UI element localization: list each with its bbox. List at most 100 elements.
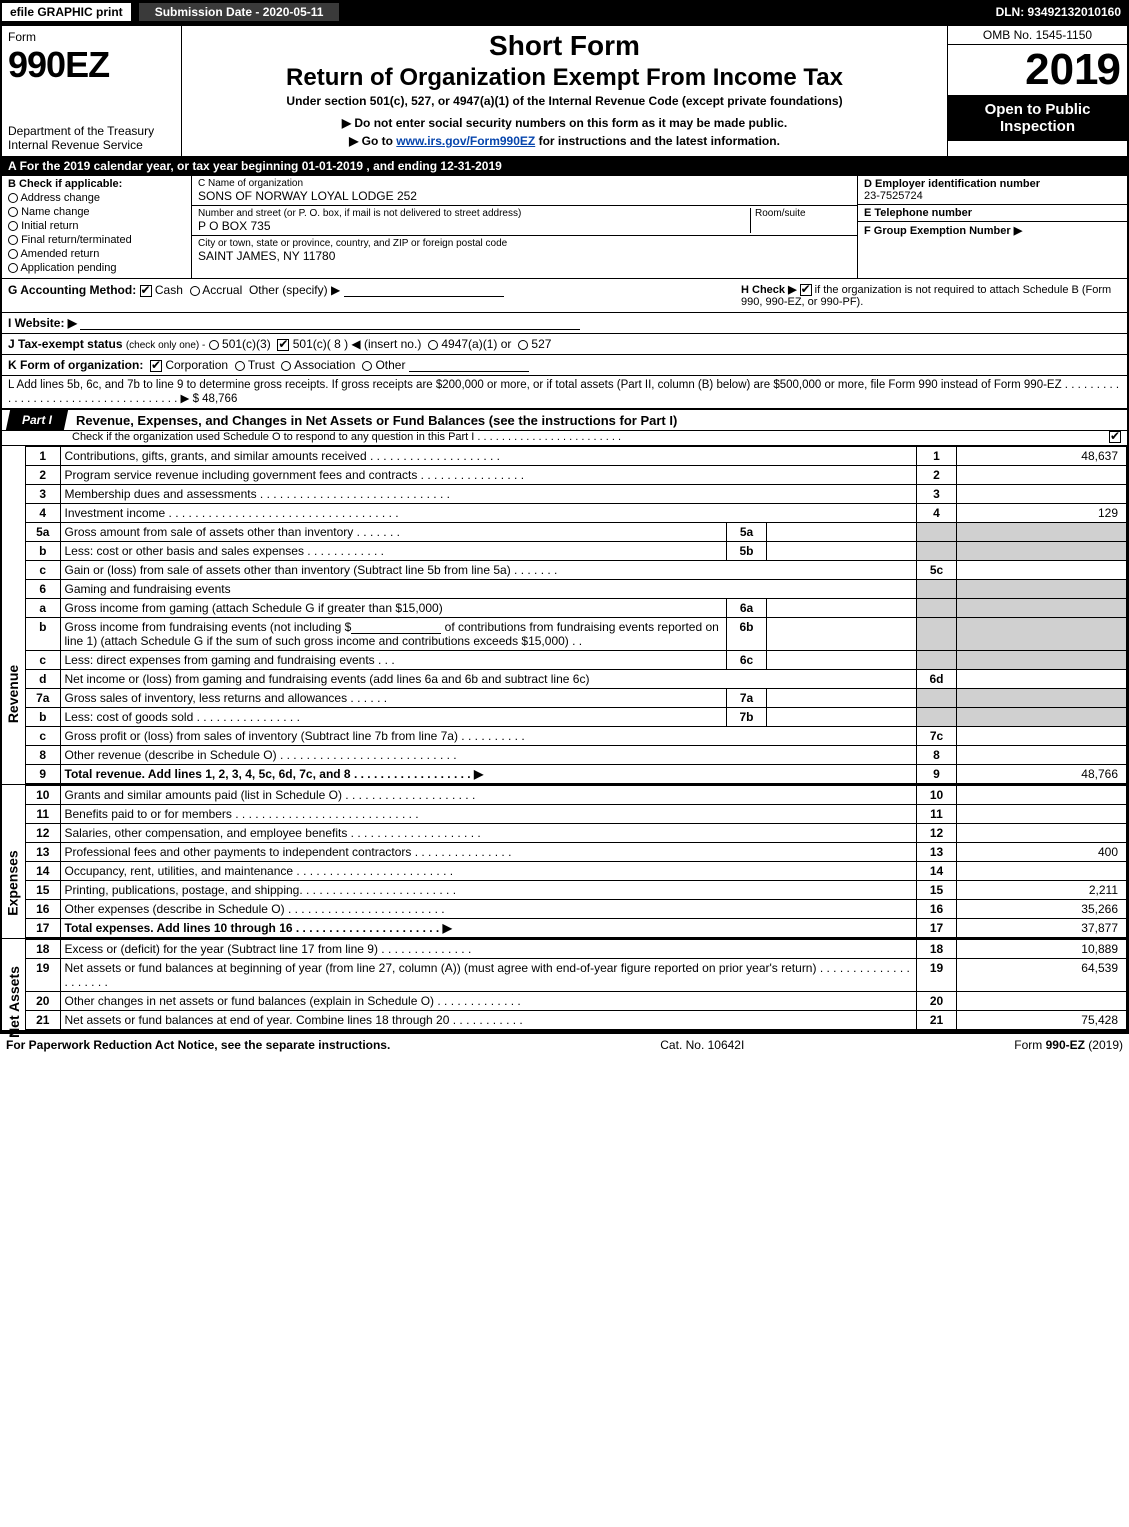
part1-subtitle: Check if the organization used Schedule … xyxy=(2,431,1127,446)
ck-corp[interactable] xyxy=(150,360,162,372)
form-number: 990EZ xyxy=(8,44,175,86)
other-specify-line[interactable] xyxy=(344,283,504,297)
period-row: A For the 2019 calendar year, or tax yea… xyxy=(2,157,1127,176)
footer-left: For Paperwork Reduction Act Notice, see … xyxy=(6,1038,390,1052)
irs-link[interactable]: www.irs.gov/Form990EZ xyxy=(396,134,535,148)
ck-assoc[interactable] xyxy=(281,361,291,371)
section-net-assets: Net Assets 18Excess or (deficit) for the… xyxy=(2,939,1127,1032)
line-6: 6Gaming and fundraising events xyxy=(26,580,1127,599)
ck-initial-return[interactable]: Initial return xyxy=(8,220,185,232)
col-b: B Check if applicable: Address change Na… xyxy=(2,176,192,278)
line-18: 18Excess or (deficit) for the year (Subt… xyxy=(26,940,1127,959)
txt-501c3: 501(c)(3) xyxy=(222,337,271,351)
ck-cash[interactable] xyxy=(140,285,152,297)
row-j: J Tax-exempt status (check only one) - 5… xyxy=(2,334,1127,355)
header-mid: Short Form Return of Organization Exempt… xyxy=(182,26,947,156)
footer: For Paperwork Reduction Act Notice, see … xyxy=(0,1034,1129,1056)
l6b-d1: Gross income from fundraising events (no… xyxy=(65,620,352,634)
vside-net-assets: Net Assets xyxy=(2,939,26,1030)
k-label: K Form of organization: xyxy=(8,358,143,372)
line-5b: bLess: cost or other basis and sales exp… xyxy=(26,542,1127,561)
line-15: 15Printing, publications, postage, and s… xyxy=(26,881,1127,900)
section-revenue: Revenue 1Contributions, gifts, grants, a… xyxy=(2,446,1127,785)
txt-cash: Cash xyxy=(155,283,183,297)
line-13: 13Professional fees and other payments t… xyxy=(26,843,1127,862)
omb-number: OMB No. 1545-1150 xyxy=(948,26,1127,45)
dln: DLN: 93492132010160 xyxy=(988,3,1129,21)
ck-501c[interactable] xyxy=(277,339,289,351)
year-prefix: 20 xyxy=(1025,45,1074,94)
line-11: 11Benefits paid to or for members . . . … xyxy=(26,805,1127,824)
line-5a: 5aGross amount from sale of assets other… xyxy=(26,523,1127,542)
ck-527[interactable] xyxy=(518,340,528,350)
col-c: C Name of organization SONS OF NORWAY LO… xyxy=(192,176,857,278)
ck-address-change[interactable]: Address change xyxy=(8,192,185,204)
l6b-blank[interactable] xyxy=(351,620,441,634)
cell-org-name: C Name of organization SONS OF NORWAY LO… xyxy=(192,176,857,206)
line-8: 8Other revenue (describe in Schedule O) … xyxy=(26,746,1127,765)
ck-amended-return[interactable]: Amended return xyxy=(8,248,185,260)
line-16: 16Other expenses (describe in Schedule O… xyxy=(26,900,1127,919)
col-d: D Employer identification number 23-7525… xyxy=(857,176,1127,278)
vside-expenses: Expenses xyxy=(2,785,26,938)
return-title: Return of Organization Exempt From Incom… xyxy=(192,64,937,92)
part1-header: Part I Revenue, Expenses, and Changes in… xyxy=(2,409,1127,431)
line-7a: 7aGross sales of inventory, less returns… xyxy=(26,689,1127,708)
dept-irs: Internal Revenue Service xyxy=(8,138,175,152)
ck-name-change[interactable]: Name change xyxy=(8,206,185,218)
txt-accrual: Accrual xyxy=(202,283,242,297)
ck-h[interactable] xyxy=(800,284,812,296)
txt-other-specify: Other (specify) ▶ xyxy=(249,283,340,297)
ck-4947[interactable] xyxy=(428,340,438,350)
line-3: 3Membership dues and assessments . . . .… xyxy=(26,485,1127,504)
street-value: P O BOX 735 xyxy=(198,219,746,233)
ck-schedule-o[interactable] xyxy=(1109,431,1121,443)
other-org-line[interactable] xyxy=(409,358,529,372)
under-section: Under section 501(c), 527, or 4947(a)(1)… xyxy=(192,94,937,108)
line-5c: cGain or (loss) from sale of assets othe… xyxy=(26,561,1127,580)
ck-trust[interactable] xyxy=(235,361,245,371)
street-label: Number and street (or P. O. box, if mail… xyxy=(198,208,746,219)
g-label: G Accounting Method: xyxy=(8,283,136,297)
org-name-label: C Name of organization xyxy=(198,178,851,189)
line-12: 12Salaries, other compensation, and empl… xyxy=(26,824,1127,843)
h-block: H Check ▶ if the organization is not req… xyxy=(741,283,1121,308)
efile-print-button[interactable]: efile GRAPHIC print xyxy=(0,1,133,23)
ein-label: D Employer identification number xyxy=(864,178,1040,190)
txt-trust: Trust xyxy=(248,358,275,372)
footer-mid: Cat. No. 10642I xyxy=(660,1038,744,1052)
tax-year: 2019 xyxy=(948,45,1127,95)
line-10: 10Grants and similar amounts paid (list … xyxy=(26,786,1127,805)
ck-app-pending[interactable]: Application pending xyxy=(8,262,185,274)
cell-ein: D Employer identification number 23-7525… xyxy=(858,176,1127,205)
open-to-public: Open to Public Inspection xyxy=(948,95,1127,141)
ck-final-return[interactable]: Final return/terminated xyxy=(8,234,185,246)
line-14: 14Occupancy, rent, utilities, and mainte… xyxy=(26,862,1127,881)
ck-other[interactable] xyxy=(362,361,372,371)
table-expenses: 10Grants and similar amounts paid (list … xyxy=(26,785,1127,938)
txt-527: 527 xyxy=(531,337,551,351)
row-g-h: G Accounting Method: Cash Accrual Other … xyxy=(2,279,1127,313)
instr-goto-pre: ▶ Go to xyxy=(349,134,396,148)
header-left: Form 990EZ Department of the Treasury In… xyxy=(2,26,182,156)
row-i: I Website: ▶ xyxy=(2,313,1127,334)
city-value: SAINT JAMES, NY 11780 xyxy=(198,249,851,263)
form-word: Form xyxy=(8,30,175,44)
line-19: 19Net assets or fund balances at beginni… xyxy=(26,959,1127,992)
i-label: I Website: ▶ xyxy=(8,316,77,330)
line-6b: bGross income from fundraising events (n… xyxy=(26,618,1127,651)
dept-treasury: Department of the Treasury xyxy=(8,124,175,138)
ck-accrual[interactable] xyxy=(190,286,200,296)
txt-4947: 4947(a)(1) or xyxy=(441,337,511,351)
phone-label: E Telephone number xyxy=(864,207,972,219)
ein-value: 23-7525724 xyxy=(864,190,923,202)
header-row: Form 990EZ Department of the Treasury In… xyxy=(2,26,1127,157)
line-6c: cLess: direct expenses from gaming and f… xyxy=(26,651,1127,670)
website-line[interactable] xyxy=(80,316,580,330)
short-form-title: Short Form xyxy=(192,30,937,62)
ck-501c3[interactable] xyxy=(209,340,219,350)
line-6d: dNet income or (loss) from gaming and fu… xyxy=(26,670,1127,689)
table-net-assets: 18Excess or (deficit) for the year (Subt… xyxy=(26,939,1127,1030)
txt-other: Other xyxy=(375,358,405,372)
h-label: H Check ▶ xyxy=(741,284,797,296)
